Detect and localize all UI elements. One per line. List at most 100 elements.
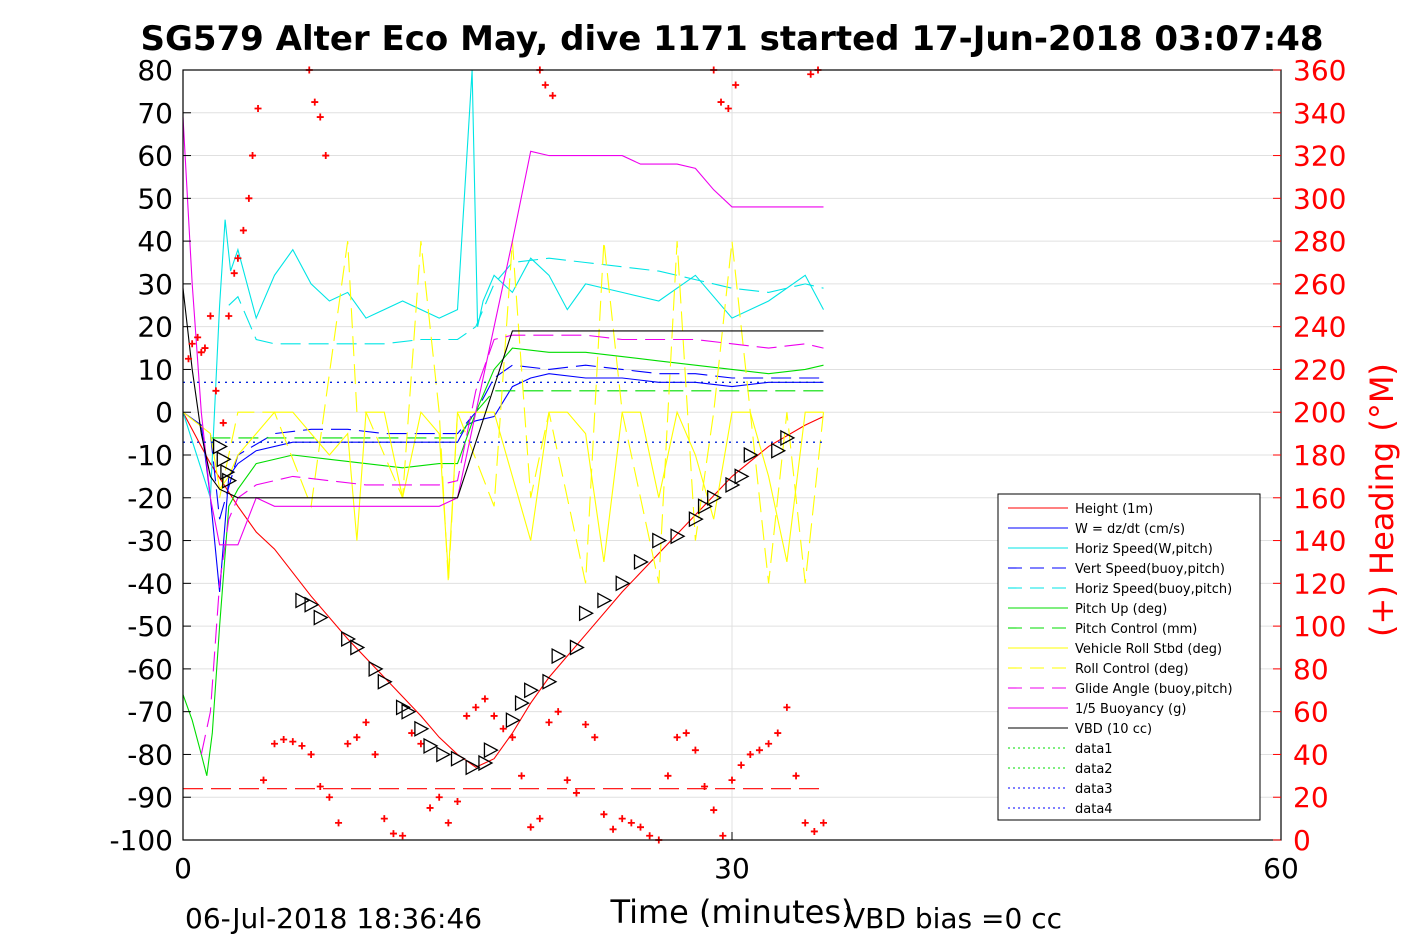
series-line [182,288,824,499]
triangle-marker [670,528,686,545]
y2-tick-label: 300 [1293,182,1346,215]
y2-tick-label: 260 [1293,268,1346,301]
series-line [182,117,824,546]
triangle-marker [780,429,796,446]
heading-point [755,746,763,754]
heading-point [426,804,434,812]
triangle-marker [743,446,759,464]
y-tick-label: 50 [137,182,173,215]
heading-point [627,819,635,827]
y-tick-label: 30 [137,268,173,301]
triangle-marker [633,553,649,571]
heading-point [499,725,507,733]
y2-tick-label: 80 [1293,653,1329,686]
heading-point [582,721,590,728]
legend-label: W = dz/dt (cm/s) [1075,522,1185,537]
heading-points [184,66,827,844]
y2-tick-label: 320 [1293,140,1346,173]
heading-point [188,340,196,348]
heading-point [591,733,599,741]
triangle-marker [368,660,384,677]
heading-point [362,718,370,726]
heading-point [184,355,192,363]
heading-point [201,344,209,352]
legend-label: data4 [1075,802,1113,817]
triangle-marker [313,609,329,626]
triangle-marker [697,498,713,515]
heading-point [280,735,288,743]
heading-point [810,827,818,835]
triangle-marker [304,596,320,613]
triangle-marker [542,673,558,690]
y-tick-label: 10 [137,353,173,386]
heading-point [454,798,461,805]
y2-tick-label: 20 [1293,781,1329,814]
heading-point [801,819,809,827]
heading-point [194,333,202,341]
heading-point [664,772,672,780]
triangle-marker [771,442,787,459]
heading-point [230,269,238,277]
heading-point [316,113,324,121]
y-tick-label: -60 [127,653,173,686]
heading-point [732,81,740,89]
heading-point [260,776,268,784]
heading-point [239,226,247,234]
heading-point [245,194,253,202]
heading-point [807,70,815,78]
triangle-marker [652,532,668,549]
heading-point [572,789,580,797]
y2-tick-label: 40 [1293,738,1329,771]
heading-point [219,419,227,427]
triangle-marker [401,703,417,720]
triangle-marker [478,754,494,772]
x-axis-label: Time (minutes) [610,893,854,931]
triangle-marker [212,438,228,455]
heading-point [380,815,388,823]
heading-point [783,703,791,711]
heading-point [701,783,709,791]
heading-point [527,823,535,831]
triangle-marker [436,746,452,763]
series-line [209,364,824,520]
heading-point [541,81,549,89]
legend-label: data2 [1075,762,1113,777]
heading-point [289,738,297,746]
heading-point [618,815,626,823]
series-line [219,241,825,584]
heading-point [737,761,745,769]
y-tick-label: 60 [137,140,173,173]
heading-point [691,746,699,754]
heading-point [518,772,526,780]
heading-point [298,742,306,750]
heading-point [792,772,800,780]
triangle-marker [341,630,357,648]
triangle-marker [569,639,585,656]
y-tick-label: 40 [137,225,173,258]
y-tick-label: -100 [109,824,173,857]
heading-point [271,740,278,748]
heading-point [490,712,498,720]
series-line [182,69,824,498]
y-tick-label: -30 [127,525,173,558]
heading-point [472,703,480,711]
heading-point [682,729,690,737]
heading-point [353,733,361,741]
series-line [200,334,824,755]
legend-label: Height (1m) [1075,502,1153,517]
legend-label: 1/5 Buoyancy (g) [1075,702,1186,717]
y-tick-label: 20 [137,311,173,344]
triangle-marker [615,575,631,592]
triangle-marker [222,472,238,489]
heading-point [609,825,617,833]
y-tick-label: -70 [127,696,173,729]
y-tick-label: -90 [127,781,173,814]
x-tick-label: 60 [1263,852,1299,885]
triangle-marker [395,699,411,716]
legend-label: data3 [1075,782,1113,797]
heading-point [563,776,571,784]
y-tick-label: -20 [127,482,173,515]
heading-point [254,105,262,112]
triangle-marker [450,750,466,767]
legend-label: VBD (10 cc) [1075,722,1152,737]
